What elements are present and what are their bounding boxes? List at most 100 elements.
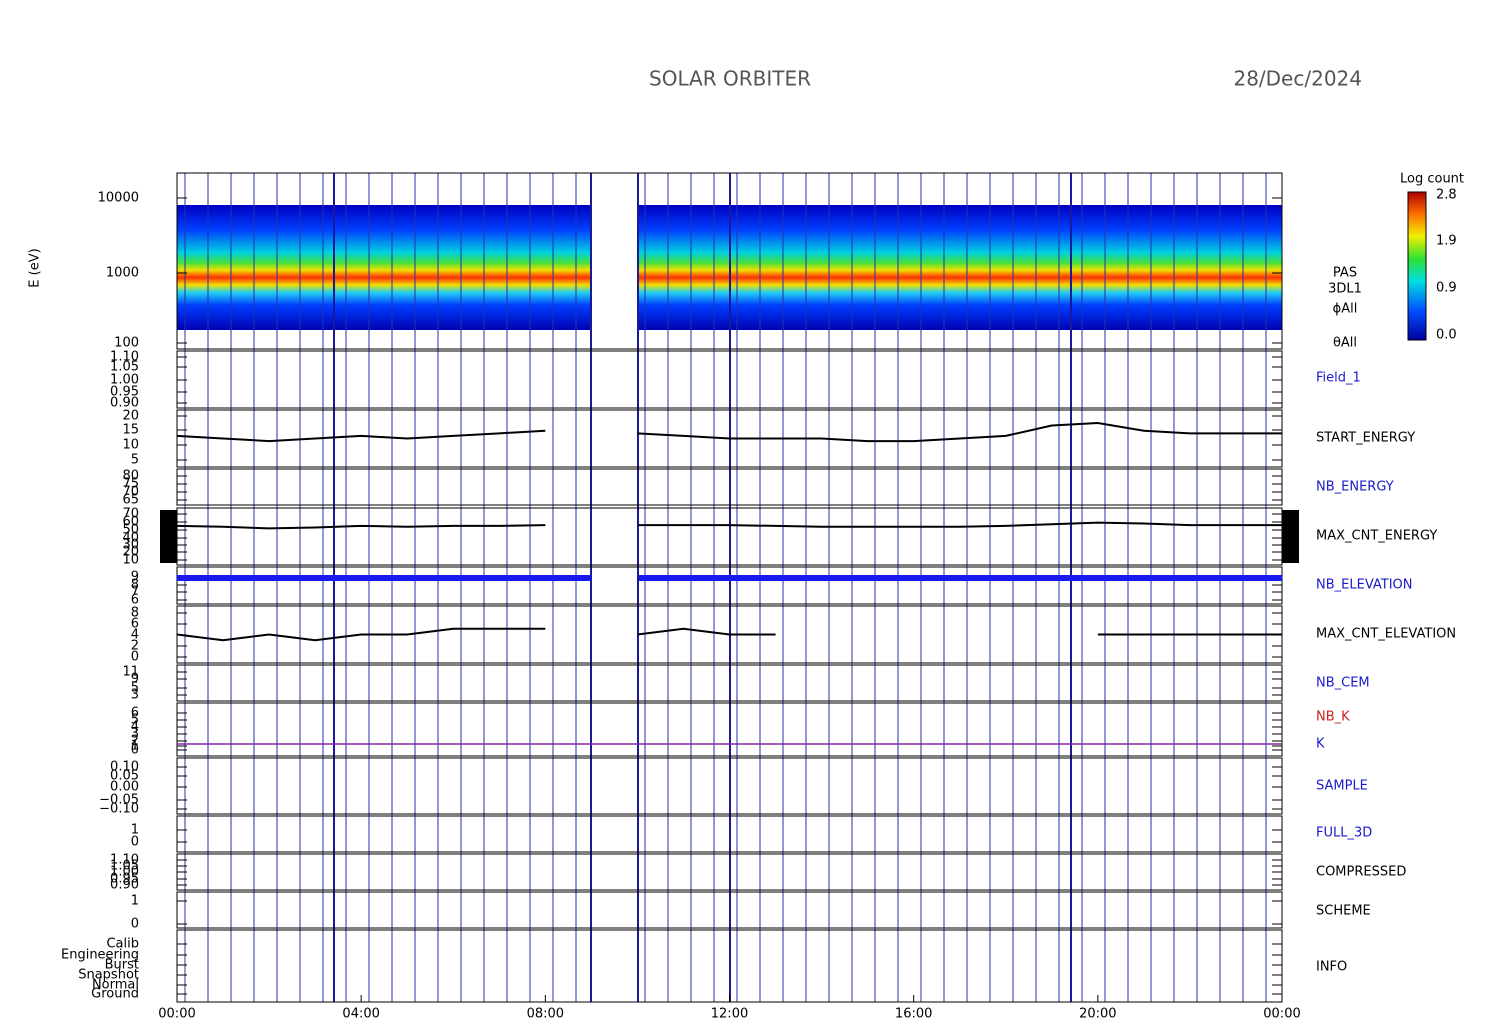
y-tick-label: 50 <box>122 523 139 538</box>
y-tick-label: 80 <box>122 469 139 484</box>
colorbar-tick: 2.8 <box>1436 188 1457 203</box>
y-tick-label: 1 <box>131 894 139 909</box>
y-tick-label: 7 <box>131 585 139 600</box>
panel-label: NB_K <box>1316 710 1350 725</box>
panel-frame <box>176 172 1283 350</box>
y-tick-label: 100 <box>114 336 139 351</box>
y-tick-label: 75 <box>122 477 139 492</box>
series-line <box>176 627 546 642</box>
y-tick-label: 1.05 <box>110 360 139 375</box>
panel-frame <box>176 891 1283 929</box>
y-tick-label: 1.00 <box>110 865 139 880</box>
x-tick-label: 12:00 <box>711 1007 748 1021</box>
y-tick-label: 0 <box>131 743 139 758</box>
x-tick-label: 00:00 <box>1263 1007 1300 1021</box>
y-tick-label: 3 <box>131 727 139 742</box>
panel-label: COMPRESSED <box>1316 865 1406 880</box>
panel-frame <box>176 664 1283 702</box>
x-tick-label: 20:00 <box>1079 1007 1116 1021</box>
panel-frame <box>176 815 1283 853</box>
title: SOLAR ORBITER <box>649 67 811 91</box>
y-tick-label: 30 <box>122 538 139 553</box>
panel-label: PAS <box>1333 266 1357 281</box>
side-block <box>160 510 177 563</box>
colorbar <box>1407 191 1427 341</box>
colorbar-tick: 1.9 <box>1436 234 1457 249</box>
y-tick-label: 1.00 <box>110 373 139 388</box>
y-tick-label: 20 <box>122 545 139 560</box>
y-tick-label: 8 <box>131 606 139 621</box>
y-tick-label: 1 <box>131 739 139 754</box>
series-line <box>637 521 1282 528</box>
nb-elevation-band <box>177 575 591 581</box>
y-tick-label: 15 <box>122 423 139 438</box>
y-tick-label: 65 <box>122 493 139 508</box>
colorbar-tick: 0.0 <box>1436 328 1457 343</box>
panel-frame <box>176 409 1283 468</box>
y-tick-label: 11 <box>122 665 139 680</box>
spectrogram <box>639 205 1282 330</box>
spectrogram <box>177 205 591 330</box>
panel-label: ϕAll <box>1333 302 1358 317</box>
y-tick-label: Engineering <box>61 948 139 963</box>
y-tick-label: 0.10 <box>110 760 139 775</box>
y-tick-label: 4 <box>131 720 139 735</box>
y-tick-label: 70 <box>122 507 139 522</box>
y-tick-label: −0.05 <box>99 793 139 808</box>
y-tick-label: 70 <box>122 485 139 500</box>
panel-label: MAX_CNT_ENERGY <box>1316 529 1437 544</box>
colorbar-tick: 0.9 <box>1436 281 1457 296</box>
y-tick-label: 3 <box>131 688 139 703</box>
y-tick-label: Calib <box>106 937 139 952</box>
y-tick-label: 9 <box>131 570 139 585</box>
y-tick-label: 0.00 <box>110 780 139 795</box>
side-block <box>1282 510 1299 563</box>
y-tick-label: 60 <box>122 515 139 530</box>
panel-label: NB_CEM <box>1316 676 1370 691</box>
y-tick-label: 6 <box>131 617 139 632</box>
y-tick-label: 9 <box>131 672 139 687</box>
y-tick-label: 0 <box>131 835 139 850</box>
colorbar-title: Log count <box>1400 172 1464 187</box>
date: 28/Dec/2024 <box>1233 67 1362 91</box>
panel-frame <box>176 468 1283 506</box>
y-tick-label: 5 <box>131 453 139 468</box>
x-tick-label: 16:00 <box>895 1007 932 1021</box>
y-tick-label: 1 <box>131 823 139 838</box>
y-tick-label: 6 <box>131 706 139 721</box>
y-tick-label: 5 <box>131 681 139 696</box>
y-tick-label: 8 <box>131 578 139 593</box>
y-tick-label: 10 <box>122 553 139 568</box>
y-tick-label: 2 <box>131 639 139 654</box>
series-line <box>176 524 546 530</box>
panel-label: SCHEME <box>1316 904 1371 919</box>
x-tick-label: 08:00 <box>527 1007 564 1021</box>
panel-label: NB_ELEVATION <box>1316 578 1413 593</box>
y-tick-label: 0.05 <box>110 769 139 784</box>
y-tick-label: 4 <box>131 628 139 643</box>
y-tick-label: Burst <box>105 958 139 973</box>
y-tick-label: 0.90 <box>110 878 139 893</box>
panel-label: Field_1 <box>1316 371 1361 386</box>
y-tick-label: 6 <box>131 593 139 608</box>
y-tick-label: 5 <box>131 713 139 728</box>
y-tick-label: 0 <box>131 650 139 665</box>
y-tick-label: 0 <box>131 917 139 932</box>
panel-label: MAX_CNT_ELEVATION <box>1316 627 1456 642</box>
series-line <box>637 627 776 636</box>
y-tick-label: 20 <box>122 409 139 424</box>
y-tick-label: 10 <box>122 438 139 453</box>
series-line <box>637 421 1282 443</box>
y-tick-label: 10000 <box>98 191 139 206</box>
y-tick-label: 1.10 <box>110 350 139 365</box>
y-tick-label: Normal <box>92 978 139 993</box>
y-tick-label: 2 <box>131 734 139 749</box>
panel-frame <box>176 757 1283 815</box>
y-tick-label: 0.95 <box>110 385 139 400</box>
y-tick-label: Ground <box>91 987 139 1002</box>
panel-label: 3DL1 <box>1328 282 1362 297</box>
panel-label: K <box>1316 737 1325 752</box>
y-tick-label: −0.10 <box>99 802 139 817</box>
panel-label: θAll <box>1333 336 1357 351</box>
